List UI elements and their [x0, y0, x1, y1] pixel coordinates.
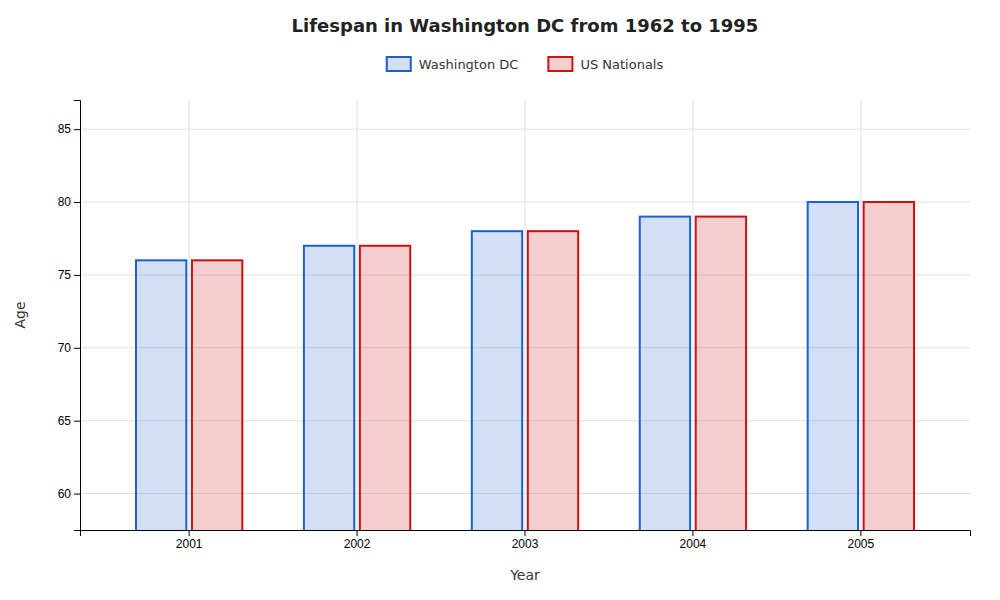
y-tick-label: 75 [58, 268, 72, 282]
y-tick: 75 [58, 268, 80, 282]
bar-series [136, 202, 858, 530]
bar [864, 202, 914, 530]
x-tick-label: 2004 [680, 537, 707, 551]
x-tick-mark [692, 530, 693, 536]
bar [528, 231, 578, 530]
grid-line-x [525, 100, 526, 530]
x-axis-line [81, 531, 971, 537]
plot-area: 2001 2002 2003 2004 2005 60 65 70 75 80 85 [58, 100, 971, 600]
legend-swatch [387, 57, 411, 71]
x-axis: 2001 2002 2003 2004 2005 [81, 530, 971, 551]
y-tick: 85 [58, 122, 80, 136]
y-tick: 70 [58, 341, 80, 355]
y-tick: 60 [58, 487, 80, 501]
bar [472, 231, 522, 530]
x-tick-mark [860, 530, 861, 536]
x-tick: 2004 [680, 530, 707, 551]
grid-line-x [189, 100, 190, 530]
x-tick: 2003 [512, 530, 539, 551]
grid-line-x [357, 100, 358, 530]
grid-line-x [860, 100, 861, 530]
bar [640, 217, 690, 530]
x-tick: 2005 [847, 530, 874, 551]
bar-series [192, 202, 914, 530]
y-axis-title: Age [12, 301, 28, 328]
legend: Washington DC US Nationals [387, 57, 664, 72]
x-tick-mark [189, 530, 190, 536]
x-tick-label: 2001 [176, 537, 203, 551]
legend-item: US Nationals [548, 57, 663, 72]
y-tick-label: 80 [58, 195, 72, 209]
bar [136, 260, 186, 530]
bar [304, 246, 354, 530]
y-tick-mark [74, 275, 80, 276]
x-tick: 2001 [176, 530, 203, 551]
legend-label: Washington DC [419, 57, 519, 72]
bar [808, 202, 858, 530]
y-tick-label: 85 [58, 122, 72, 136]
x-tick-mark [525, 530, 526, 536]
x-tick-mark [357, 530, 358, 536]
bars [136, 202, 914, 530]
y-axis-line [74, 101, 81, 531]
y-tick-label: 65 [58, 414, 72, 428]
y-tick: 65 [58, 414, 80, 428]
y-tick-mark [74, 494, 80, 495]
x-axis-title: Year [509, 567, 540, 583]
x-tick-label: 2005 [847, 537, 874, 551]
y-tick: 80 [58, 195, 80, 209]
x-tick-label: 2003 [512, 537, 539, 551]
x-tick-label: 2002 [344, 537, 371, 551]
y-tick-mark [74, 129, 80, 130]
x-tick: 2002 [344, 530, 371, 551]
y-tick-mark [74, 348, 80, 349]
y-tick-label: 60 [58, 487, 72, 501]
title: Lifespan in Washington DC from 1962 to 1… [292, 15, 759, 36]
grid-line-x [692, 100, 693, 530]
y-tick-label: 70 [58, 341, 72, 355]
y-tick-mark [74, 202, 80, 203]
y-axis: 60 65 70 75 80 85 [58, 101, 81, 531]
bar [192, 260, 242, 530]
bar [696, 217, 746, 530]
chart: 2001 2002 2003 2004 2005 60 65 70 75 80 85 Year Age L… [0, 0, 1000, 600]
legend-label: US Nationals [580, 57, 663, 72]
y-tick-mark [74, 421, 80, 422]
bar [360, 246, 410, 530]
legend-item: Washington DC [387, 57, 519, 72]
legend-swatch [548, 57, 572, 71]
